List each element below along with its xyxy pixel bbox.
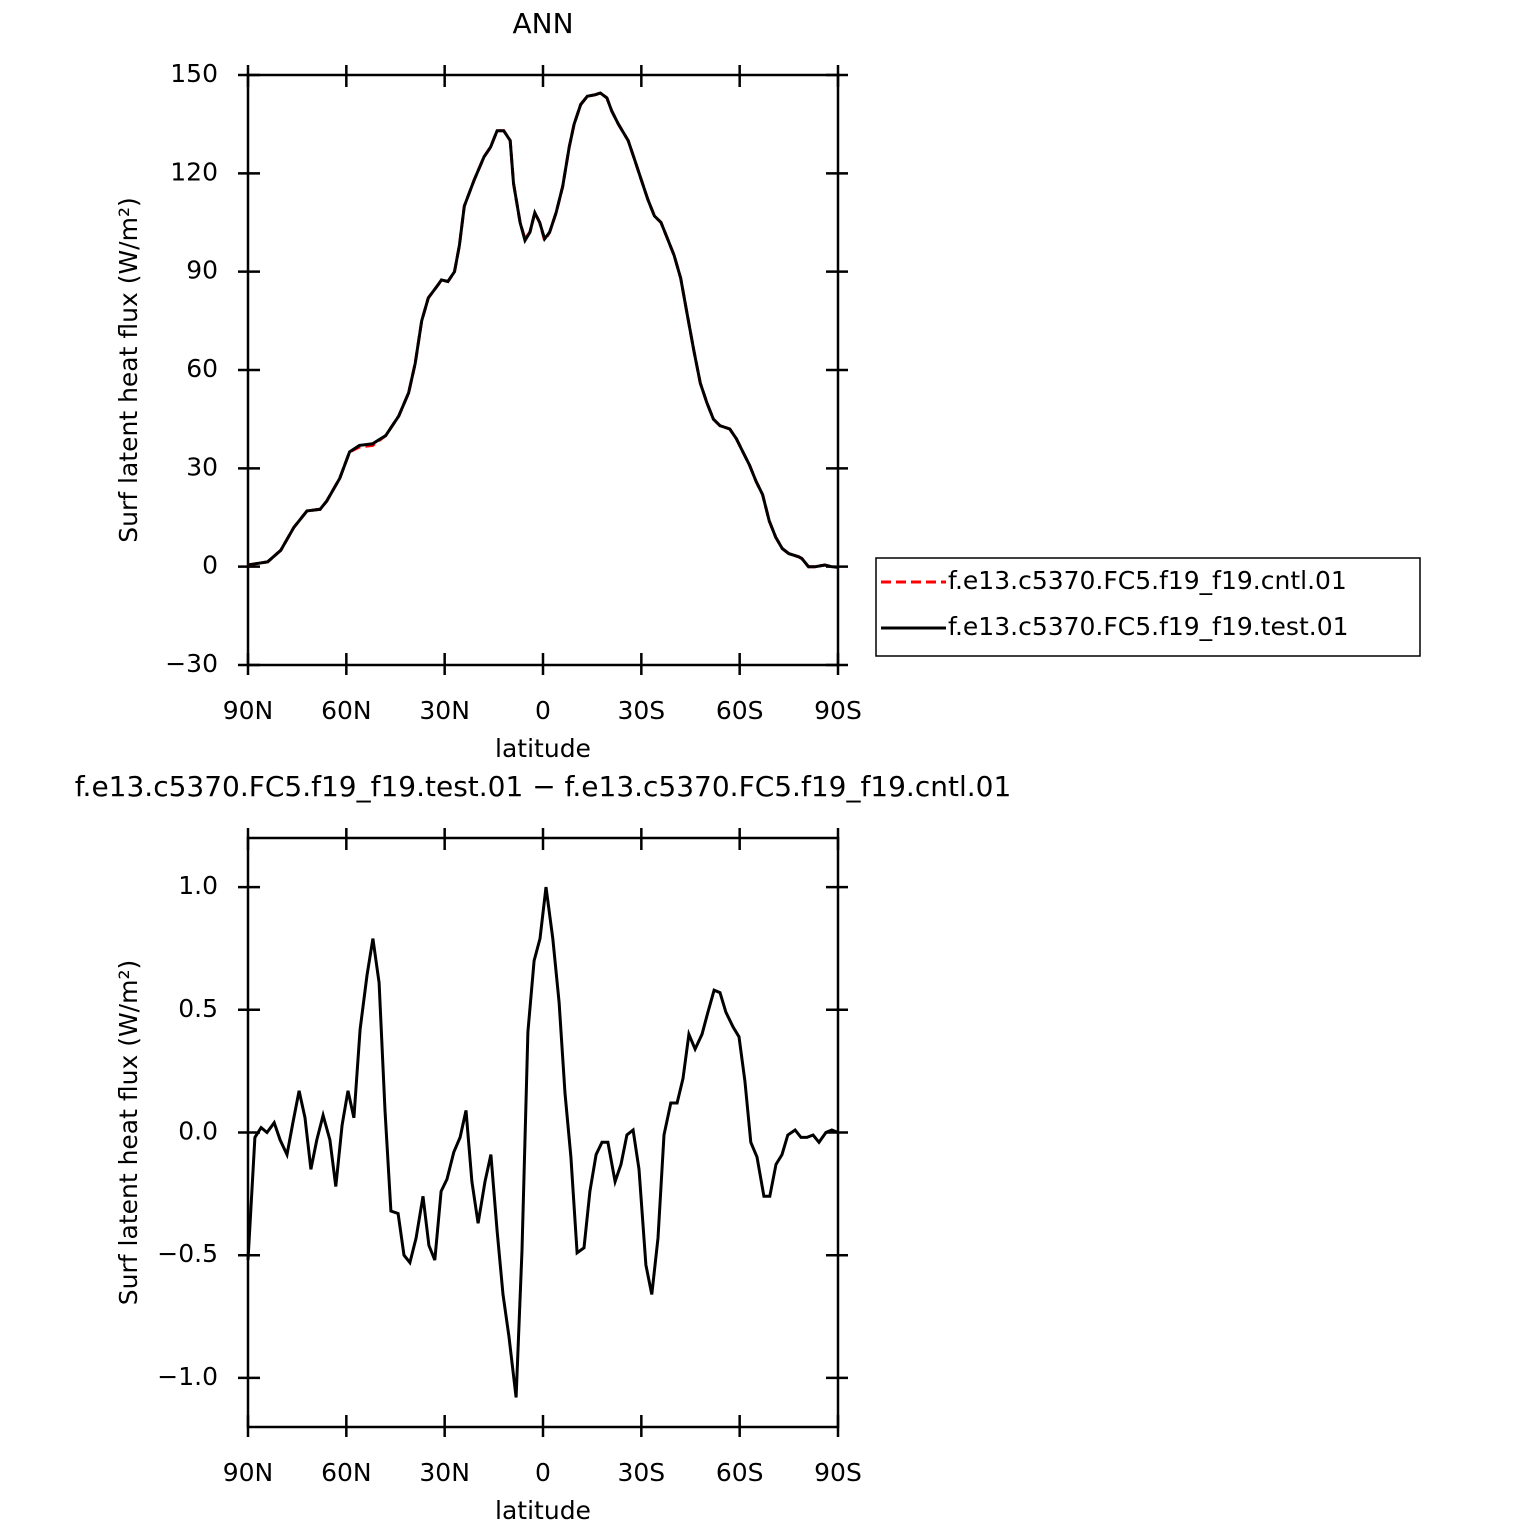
x-tick-label: 90N	[223, 696, 274, 725]
y-tick-label: −0.5	[157, 1239, 218, 1268]
y-tick-label: 60	[186, 354, 218, 383]
legend-label: f.e13.c5370.FC5.f19_f19.cntl.01	[948, 566, 1347, 595]
x-tick-label: 60S	[716, 696, 764, 725]
chart-title: f.e13.c5370.FC5.f19_f19.test.01 − f.e13.…	[75, 770, 1012, 803]
x-tick-label: 90S	[814, 696, 862, 725]
y-tick-label: 120	[170, 157, 218, 186]
data-line	[247, 91, 839, 569]
chart-title: ANN	[512, 7, 573, 40]
y-tick-label: 30	[186, 452, 218, 481]
x-tick-label: 0	[535, 696, 551, 725]
x-axis-label: latitude	[495, 734, 591, 763]
x-tick-label: 30S	[617, 696, 665, 725]
y-tick-label: 150	[170, 59, 218, 88]
y-axis-label: Surf latent heat flux (W/m²)	[114, 960, 143, 1305]
y-tick-label: 0.5	[178, 994, 218, 1023]
y-tick-label: 0	[202, 551, 218, 580]
legend-label: f.e13.c5370.FC5.f19_f19.test.01	[948, 612, 1349, 641]
data-line	[246, 886, 839, 1398]
y-tick-label: −30	[165, 649, 218, 678]
y-axis-label: Surf latent heat flux (W/m²)	[114, 197, 143, 542]
x-tick-label: 60N	[321, 696, 372, 725]
y-tick-label: 90	[186, 256, 218, 285]
y-tick-label: 0.0	[178, 1117, 218, 1146]
x-tick-label: 60N	[321, 1458, 372, 1487]
data-line	[247, 91, 839, 569]
x-tick-label: 30N	[419, 696, 470, 725]
x-tick-label: 90S	[814, 1458, 862, 1487]
x-tick-label: 60S	[716, 1458, 764, 1487]
legend-box	[875, 557, 1421, 657]
x-tick-label: 90N	[223, 1458, 274, 1487]
y-tick-label: −1.0	[157, 1362, 218, 1391]
x-tick-label: 30S	[617, 1458, 665, 1487]
x-axis-label: latitude	[495, 1496, 591, 1525]
plot-frame	[246, 73, 840, 667]
x-tick-label: 30N	[419, 1458, 470, 1487]
x-tick-label: 0	[535, 1458, 551, 1487]
y-tick-label: 1.0	[178, 871, 218, 900]
